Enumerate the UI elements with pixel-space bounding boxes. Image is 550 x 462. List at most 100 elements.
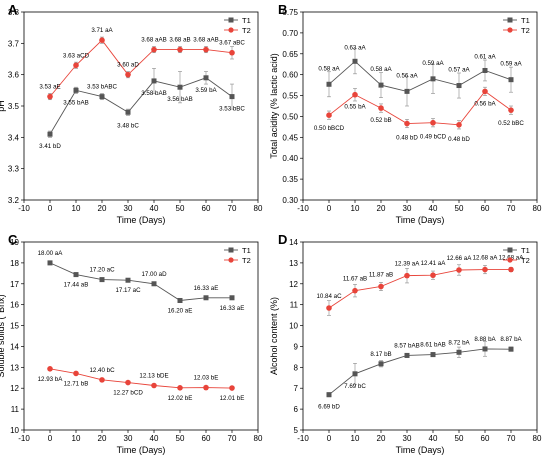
data-label: 0.61 aA xyxy=(474,53,496,60)
data-point xyxy=(47,365,53,372)
x-tick-label: 40 xyxy=(429,204,438,213)
x-tick-label: 50 xyxy=(176,204,185,213)
plot-frame xyxy=(23,241,259,431)
y-tick-label: 0.30 xyxy=(282,196,298,205)
data-label: 12.93 bA xyxy=(38,376,64,383)
data-label: 0.50 bBCD xyxy=(314,125,345,132)
data-label: 16.20 aE xyxy=(168,307,193,314)
x-tick-label: 40 xyxy=(150,434,159,443)
data-point xyxy=(378,361,384,367)
y-axis-label: Soluble solids (°Brix) xyxy=(0,294,6,377)
panel-a: A -10 0 10 20 30 40 50 60 70 80 3.2 3.3 3.4 3.5 3.6 3.7 3… xyxy=(0,2,263,225)
y-tick-label: 16 xyxy=(10,301,19,310)
x-tick-label: 20 xyxy=(377,434,386,443)
legend-label: T2 xyxy=(521,256,530,265)
y-tick-label: 15 xyxy=(10,322,19,331)
data-label: 8.61 bAB xyxy=(420,342,445,349)
data-point xyxy=(203,75,209,81)
data-point xyxy=(177,297,183,303)
y-tick-label: 0.50 xyxy=(282,112,298,121)
y-tick-label: 6 xyxy=(294,405,299,414)
data-label: 8.87 bA xyxy=(500,336,522,343)
data-point xyxy=(229,385,235,391)
data-point xyxy=(73,370,79,377)
data-label: 3.60 aD xyxy=(117,62,139,69)
x-tick-label: 20 xyxy=(377,204,386,213)
data-label: 0.52 bBC xyxy=(498,120,524,127)
data-label: 3.67 aBC xyxy=(219,40,245,47)
x-tick-label: 20 xyxy=(98,434,107,443)
series-t1: 0.58 aA 0.63 aA 0.58 aA 0.56 aA 0.59 aA 0.57 … xyxy=(318,44,523,107)
data-point xyxy=(151,281,157,287)
series-line xyxy=(49,368,233,389)
x-tick-label: 50 xyxy=(455,204,464,213)
data-point xyxy=(203,46,209,53)
data-label: 8.57 bAB xyxy=(394,342,419,349)
x-axis-label: Time (Days) xyxy=(117,215,166,225)
y-tick-label: 5 xyxy=(294,426,299,435)
y-tick-label: 0.45 xyxy=(282,133,298,142)
data-point xyxy=(125,109,131,115)
data-point xyxy=(47,260,53,266)
data-label: 17.44 aB xyxy=(64,282,89,289)
y-axis-label: Total acidity (% lactic acid) xyxy=(269,53,279,159)
x-tick-label: -10 xyxy=(18,434,30,443)
data-label: 12.39 aA xyxy=(395,261,421,268)
data-label: 12.02 bE xyxy=(168,395,193,402)
data-point xyxy=(73,87,79,93)
panel-letter: D xyxy=(278,232,287,247)
x-tick-label: 70 xyxy=(228,204,237,213)
y-tick-label: 18 xyxy=(10,259,19,268)
x-tick-label: 80 xyxy=(533,434,542,443)
data-label: 18.00 aA xyxy=(38,250,64,257)
y-tick-label: 12 xyxy=(10,384,19,393)
panel-c: C -10 0 10 20 30 40 50 60 70 80 10 11 12 13 14 15 16 17 18 1… xyxy=(0,232,263,455)
data-point xyxy=(47,131,53,137)
data-point xyxy=(508,346,514,352)
x-tick-label: 10 xyxy=(351,434,360,443)
legend-label: T2 xyxy=(242,256,251,265)
data-point xyxy=(482,67,488,73)
data-label: 17.00 aD xyxy=(141,271,167,278)
plot-frame xyxy=(302,11,538,201)
data-label: 12.71 bB xyxy=(64,380,89,387)
data-label: 3.53 aE xyxy=(39,84,60,91)
y-tick-label: 13 xyxy=(289,259,298,268)
data-point xyxy=(482,266,488,273)
data-point xyxy=(203,295,209,301)
data-point xyxy=(378,283,384,290)
legend-label: T1 xyxy=(242,16,251,25)
legend-marker xyxy=(507,27,513,33)
data-label: 0.57 aA xyxy=(448,67,470,74)
data-label: 10.84 aC xyxy=(316,293,342,300)
data-point xyxy=(177,84,183,90)
x-tick-label: 80 xyxy=(254,434,263,443)
x-tick-label: 60 xyxy=(481,434,490,443)
data-point xyxy=(203,384,209,391)
legend-marker xyxy=(228,247,234,253)
data-label: 3.68 aAB xyxy=(193,37,218,44)
data-label: 3.59 bA xyxy=(195,87,217,94)
panel-letter: B xyxy=(278,2,287,17)
data-point xyxy=(456,83,462,89)
data-label: 12.41 aA xyxy=(421,260,447,267)
legend-marker xyxy=(507,17,513,23)
x-tick-label: 80 xyxy=(254,204,263,213)
x-tick-label: 70 xyxy=(507,204,516,213)
data-point xyxy=(99,94,105,100)
legend-label: T1 xyxy=(521,246,530,255)
y-tick-label: 7 xyxy=(294,384,299,393)
data-point xyxy=(352,58,358,64)
x-tick-label: 10 xyxy=(72,434,81,443)
data-label: 17.17 aC xyxy=(115,287,141,294)
data-label: 3.41 bD xyxy=(39,143,61,150)
x-tick-label: 40 xyxy=(150,204,159,213)
y-tick-label: 3.8 xyxy=(8,8,20,17)
legend-marker xyxy=(228,17,234,23)
data-label: 12.13 bDE xyxy=(139,373,168,380)
data-point xyxy=(229,94,235,100)
data-label: 3.63 aCD xyxy=(63,52,90,59)
